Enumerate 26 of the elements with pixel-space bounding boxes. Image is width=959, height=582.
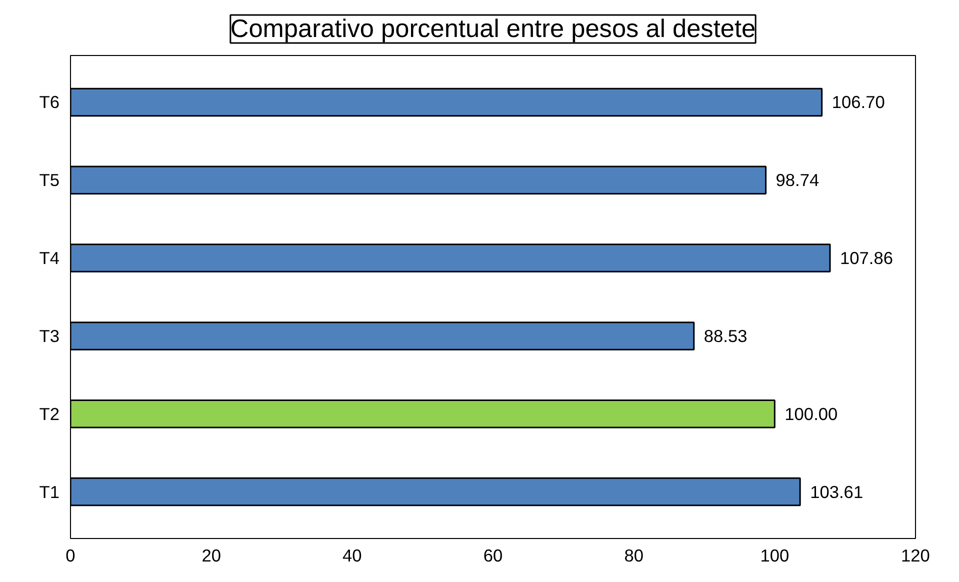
- x-tick-label: 20: [202, 546, 221, 566]
- x-tick-label: 120: [901, 546, 930, 566]
- chart-title: Comparativo porcentual entre pesos al destete: [230, 15, 756, 43]
- y-tick-label: T4: [39, 248, 60, 268]
- data-label: 88.53: [704, 326, 748, 346]
- data-label: 103.61: [810, 482, 864, 502]
- y-tick-label: T3: [39, 326, 60, 346]
- bar: [70, 166, 767, 195]
- y-tick-label: T5: [39, 170, 60, 190]
- bar: [70, 244, 831, 272]
- data-label: 100.00: [784, 404, 838, 424]
- x-tick-label: 0: [66, 546, 76, 566]
- data-label: 107.86: [840, 248, 894, 268]
- x-tick-label: 40: [342, 546, 362, 566]
- bar: [70, 399, 776, 428]
- bar: [70, 477, 801, 506]
- x-tick-label: 80: [624, 546, 644, 566]
- x-tick-label: 100: [760, 546, 790, 566]
- data-label: 106.70: [832, 92, 885, 112]
- data-label: 98.74: [776, 170, 820, 190]
- x-tick-label: 60: [483, 546, 503, 566]
- y-tick-label: T1: [39, 482, 60, 502]
- y-tick-label: T6: [39, 92, 60, 112]
- bar: [70, 88, 823, 117]
- bar: [70, 322, 695, 350]
- y-tick-label: T2: [39, 404, 60, 424]
